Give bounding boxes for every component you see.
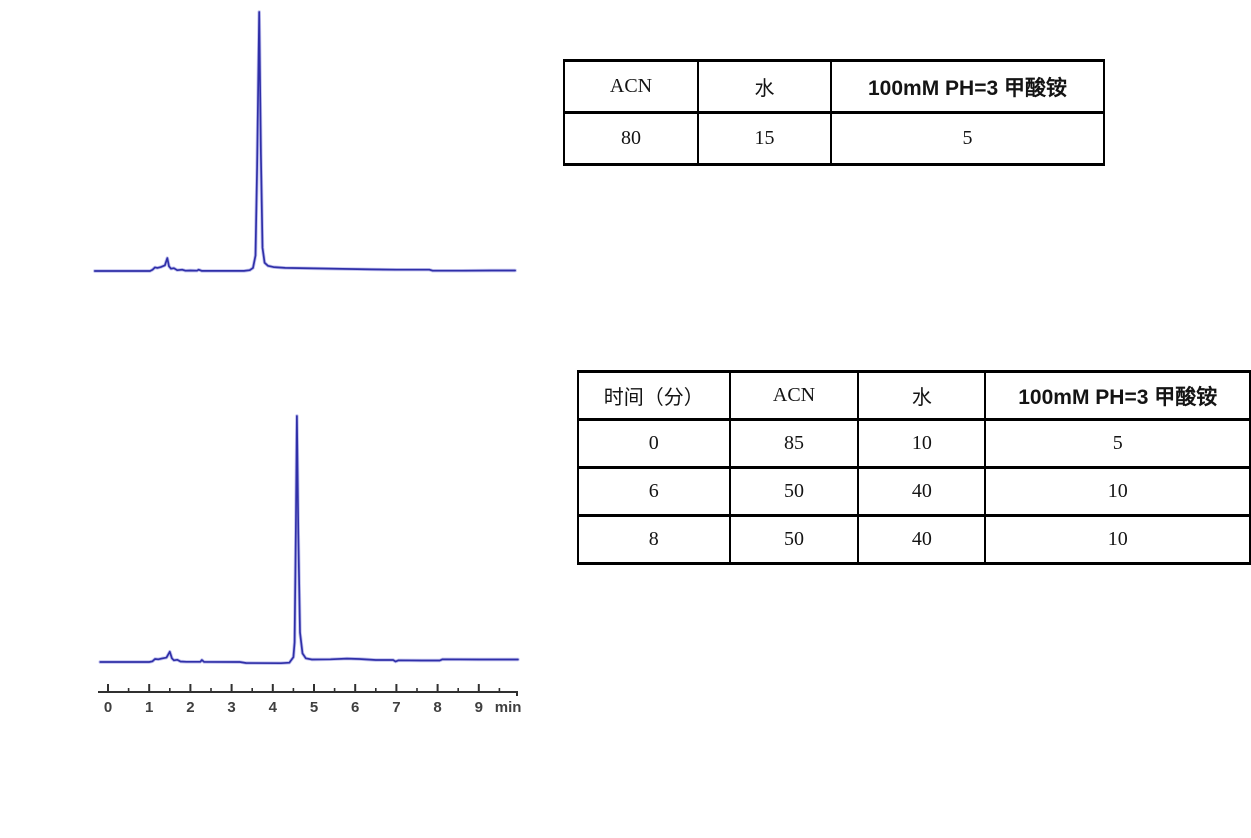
axis-tick-label: 6 — [351, 699, 359, 716]
table-cell: 85 — [728, 418, 860, 469]
axis-unit-label: min — [495, 699, 522, 716]
axis-tick-label: 9 — [475, 699, 483, 716]
mobile-phase-table-isocratic: ACN 水 100mM PH=3 甲酸铵 80 15 5 — [563, 59, 1105, 166]
table-header-row: 时间（分） ACN 水 100mM PH=3 甲酸铵 — [577, 370, 1251, 421]
table-cell: 5 — [984, 418, 1251, 469]
table-cell: 80 — [563, 111, 699, 166]
table-cell: 0 — [577, 418, 731, 469]
table-row: 80 15 5 — [563, 111, 1105, 166]
table-cell: 50 — [728, 514, 860, 565]
header-cell: 时间（分） — [577, 370, 731, 421]
table-header-row: ACN 水 100mM PH=3 甲酸铵 — [563, 59, 1105, 114]
header-cell: 100mM PH=3 甲酸铵 — [984, 370, 1251, 421]
chromatogram-gradient-plot: 0 1 2 3 4 5 6 7 8 9 min — [98, 414, 521, 716]
table-cell: 10 — [857, 418, 987, 469]
gradient-program-table: 时间（分） ACN 水 100mM PH=3 甲酸铵 0 85 10 5 6 50 40 10 8 50 4… — [577, 370, 1251, 565]
table-cell: 6 — [577, 466, 731, 517]
chromatogram-trace — [99, 415, 519, 665]
table-row: 8 50 40 10 — [577, 514, 1251, 565]
table-cell: 40 — [857, 466, 987, 517]
header-cell: 水 — [857, 370, 987, 421]
axis-tick-label: 7 — [392, 699, 400, 716]
axis-tick-label: 2 — [186, 699, 194, 716]
table-cell: 15 — [697, 111, 832, 166]
table-cell: 40 — [857, 514, 987, 565]
header-cell: 水 — [697, 59, 832, 114]
header-cell: 100mM PH=3 甲酸铵 — [830, 59, 1105, 114]
axis-tick-label: 8 — [433, 699, 441, 716]
table-cell: 5 — [830, 111, 1105, 166]
table-cell: 10 — [984, 466, 1251, 517]
axis-tick-label: 3 — [227, 699, 235, 716]
header-cell: ACN — [728, 370, 860, 421]
table-row: 6 50 40 10 — [577, 466, 1251, 517]
axis-tick-label: 0 — [104, 699, 112, 716]
table-cell: 50 — [728, 466, 860, 517]
axis-tick-label: 4 — [269, 699, 278, 716]
time-axis: 0 1 2 3 4 5 6 7 8 9 min — [98, 684, 521, 716]
chromatogram-trace-glow — [98, 414, 520, 665]
chromatogram-trace — [93, 11, 516, 272]
chromatogram-trace-glow — [93, 10, 517, 273]
axis-tick-label: 5 — [310, 699, 318, 716]
header-cell: ACN — [563, 59, 699, 114]
axis-tick-label: 1 — [145, 699, 153, 716]
table-row: 0 85 10 5 — [577, 418, 1251, 469]
table-cell: 10 — [984, 514, 1251, 565]
chromatogram-isocratic-plot — [93, 10, 517, 273]
table-cell: 8 — [577, 514, 731, 565]
